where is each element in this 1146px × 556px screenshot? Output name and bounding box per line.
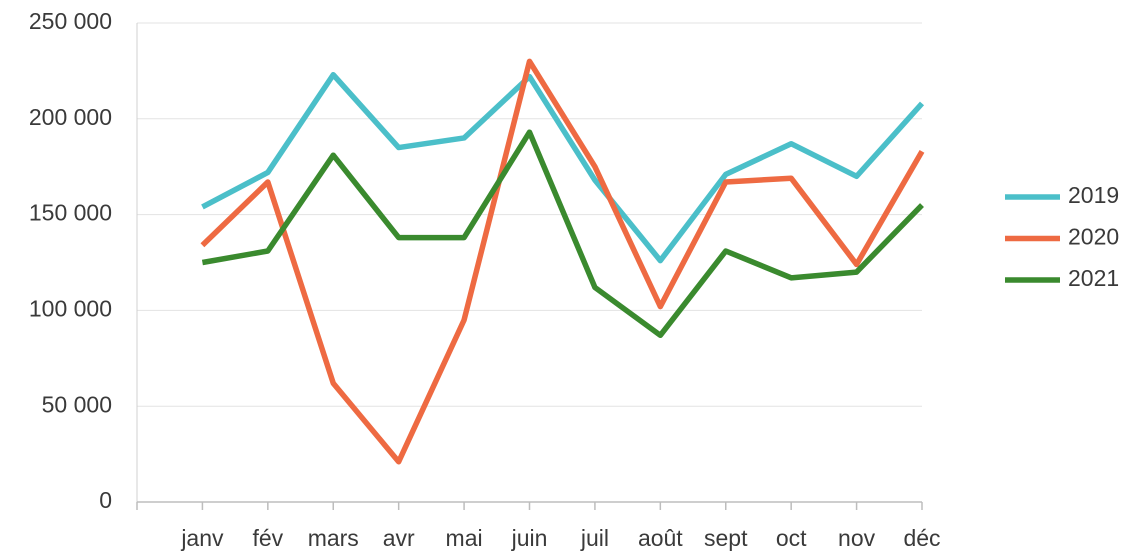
y-tick-label: 100 000 [29, 295, 112, 321]
x-tick-label: oct [776, 525, 807, 551]
x-tick-label: avr [383, 525, 415, 551]
x-tick-label: fév [252, 525, 283, 551]
legend-label: 2021 [1068, 265, 1119, 291]
legend-label: 2020 [1068, 224, 1119, 250]
x-tick-label: mai [446, 525, 483, 551]
x-tick-label: déc [903, 525, 940, 551]
x-tick-label: janv [180, 525, 224, 551]
line-series [201, 71, 925, 264]
x-tick-label: juil [580, 525, 609, 551]
line-series [200, 58, 925, 465]
line-series [201, 129, 924, 339]
y-tick-label: 50 000 [42, 391, 112, 417]
y-tick-label: 0 [99, 487, 112, 513]
y-tick-label: 150 000 [29, 200, 112, 226]
x-tick-label: juin [511, 525, 548, 551]
y-tick-label: 250 000 [29, 8, 112, 34]
x-tick-label: sept [704, 525, 748, 551]
y-tick-label: 200 000 [29, 104, 112, 130]
x-tick-label: nov [838, 525, 876, 551]
legend-label: 2019 [1068, 182, 1119, 208]
x-tick-label: août [638, 525, 683, 551]
x-tick-label: mars [308, 525, 359, 551]
